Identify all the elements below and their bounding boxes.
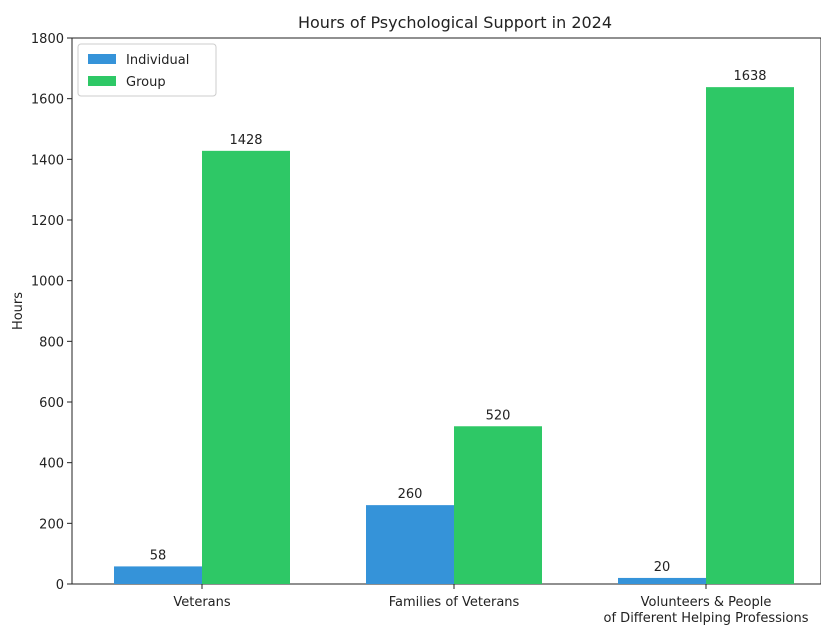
bar-individual-0 (114, 566, 202, 584)
data-label: 58 (150, 548, 167, 563)
data-label: 520 (486, 408, 511, 423)
data-label: 20 (654, 560, 671, 575)
y-tick-label: 1400 (31, 153, 64, 168)
bar-individual-1 (366, 505, 454, 584)
x-tick-label: Veterans (173, 595, 231, 610)
legend-label-individual: Individual (126, 53, 189, 68)
y-tick-label: 800 (39, 335, 64, 350)
bar-group-1 (454, 426, 542, 584)
legend-swatch-individual (88, 54, 116, 64)
plot-area: 0 200 400 600 800 1000 1200 1400 1600 1800 Veteran… (31, 32, 821, 625)
y-tick-label: 0 (56, 578, 64, 593)
data-label: 1428 (229, 133, 262, 148)
bar-group-0 (202, 150, 290, 584)
x-tick-label: Volunteers & People of Different Helping … (604, 595, 809, 625)
legend-label-group: Group (126, 75, 166, 90)
y-tick-label: 600 (39, 396, 64, 411)
bar-group-2 (706, 87, 794, 584)
y-tick-label: 1800 (31, 32, 64, 47)
y-tick-label: 1000 (31, 275, 64, 290)
data-label: 1638 (733, 69, 766, 84)
y-tick-label: 1200 (31, 214, 64, 229)
x-tick-label: Families of Veterans (389, 595, 520, 610)
legend-swatch-group (88, 76, 116, 86)
y-tick-label: 200 (39, 517, 64, 532)
bar-individual-2 (618, 577, 706, 584)
y-axis-label: Hours (11, 292, 26, 330)
data-label: 260 (398, 487, 423, 502)
legend: Individual Group (77, 43, 217, 97)
chart-title: Hours of Psychological Support in 2024 (298, 13, 612, 32)
y-tick-label: 400 (39, 457, 64, 472)
y-tick-label: 1600 (31, 93, 64, 108)
